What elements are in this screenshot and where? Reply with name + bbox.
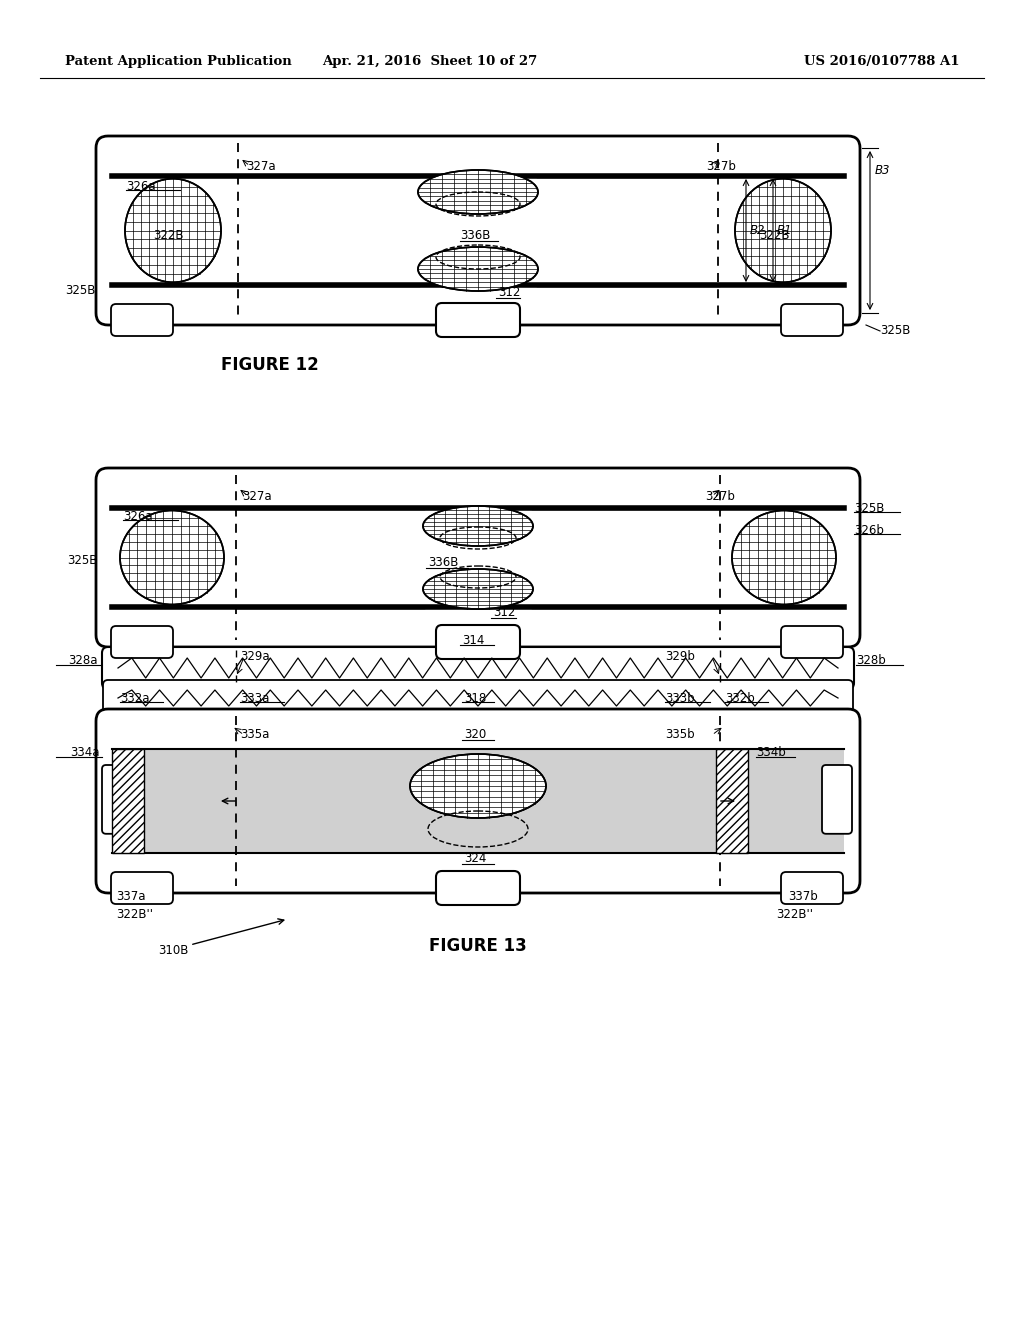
FancyBboxPatch shape: [781, 304, 843, 337]
Text: 314: 314: [462, 635, 484, 648]
Text: 322B: 322B: [153, 228, 183, 242]
Text: 336B: 336B: [428, 556, 459, 569]
FancyBboxPatch shape: [111, 626, 173, 657]
Ellipse shape: [418, 170, 538, 214]
Text: 320: 320: [464, 729, 486, 742]
Text: 322B'': 322B'': [776, 908, 813, 921]
Text: B2: B2: [750, 224, 766, 238]
FancyBboxPatch shape: [102, 766, 132, 834]
Text: 325B: 325B: [68, 553, 98, 566]
FancyBboxPatch shape: [96, 136, 860, 325]
Bar: [112, 748, 844, 853]
Text: 328b: 328b: [856, 655, 886, 668]
Text: 310B: 310B: [158, 945, 188, 957]
Text: FIGURE 13: FIGURE 13: [429, 937, 527, 954]
FancyBboxPatch shape: [111, 873, 173, 904]
Text: US 2016/0107788 A1: US 2016/0107788 A1: [805, 55, 961, 69]
Text: 325B: 325B: [880, 325, 910, 338]
FancyBboxPatch shape: [111, 304, 173, 337]
Text: 326b: 326b: [854, 524, 884, 536]
Ellipse shape: [735, 178, 831, 282]
Text: 336B: 336B: [460, 228, 490, 242]
Text: 335b: 335b: [665, 729, 694, 742]
Text: 335a: 335a: [240, 729, 269, 742]
Text: 327b: 327b: [705, 490, 735, 503]
Ellipse shape: [732, 511, 836, 605]
Text: 326a: 326a: [123, 510, 153, 523]
Text: B1: B1: [777, 224, 793, 238]
Text: 333a: 333a: [240, 692, 269, 705]
Text: Patent Application Publication: Patent Application Publication: [65, 55, 292, 69]
Text: 312: 312: [493, 606, 515, 619]
Text: 332a: 332a: [120, 692, 150, 705]
FancyBboxPatch shape: [102, 647, 854, 689]
Text: 332b: 332b: [725, 692, 755, 705]
Text: 318: 318: [464, 692, 486, 705]
Text: 337b: 337b: [788, 891, 818, 903]
Text: 312: 312: [498, 286, 520, 300]
Text: 326a: 326a: [126, 180, 156, 193]
FancyBboxPatch shape: [781, 626, 843, 657]
Ellipse shape: [418, 247, 538, 290]
FancyBboxPatch shape: [96, 469, 860, 647]
Text: 325B: 325B: [854, 502, 885, 515]
FancyBboxPatch shape: [103, 680, 853, 715]
Ellipse shape: [125, 178, 221, 282]
Text: 327b: 327b: [706, 160, 736, 173]
Ellipse shape: [410, 754, 546, 818]
FancyBboxPatch shape: [436, 871, 520, 906]
Text: 328a: 328a: [69, 655, 98, 668]
Text: 333b: 333b: [665, 692, 694, 705]
Text: 329b: 329b: [665, 651, 695, 664]
Text: 327a: 327a: [246, 160, 275, 173]
FancyBboxPatch shape: [436, 304, 520, 337]
Text: 334b: 334b: [756, 747, 785, 759]
Text: Apr. 21, 2016  Sheet 10 of 27: Apr. 21, 2016 Sheet 10 of 27: [323, 55, 538, 69]
Ellipse shape: [120, 511, 224, 605]
Text: 322B: 322B: [458, 800, 488, 813]
FancyBboxPatch shape: [436, 624, 520, 659]
Text: 337a: 337a: [116, 891, 145, 903]
Text: 327a: 327a: [242, 490, 271, 503]
Text: 322B'': 322B'': [116, 908, 153, 921]
Text: B3: B3: [874, 164, 891, 177]
Bar: [716, 748, 748, 853]
Bar: [112, 748, 144, 853]
FancyBboxPatch shape: [822, 766, 852, 834]
FancyBboxPatch shape: [96, 709, 860, 894]
Text: 322B: 322B: [759, 228, 790, 242]
Ellipse shape: [423, 506, 534, 546]
Text: 324: 324: [464, 853, 486, 866]
FancyBboxPatch shape: [781, 873, 843, 904]
Text: FIGURE 12: FIGURE 12: [221, 356, 318, 374]
Text: 334a: 334a: [71, 747, 100, 759]
Ellipse shape: [423, 569, 534, 609]
Text: 329a: 329a: [240, 651, 269, 664]
Text: 325B: 325B: [66, 285, 96, 297]
